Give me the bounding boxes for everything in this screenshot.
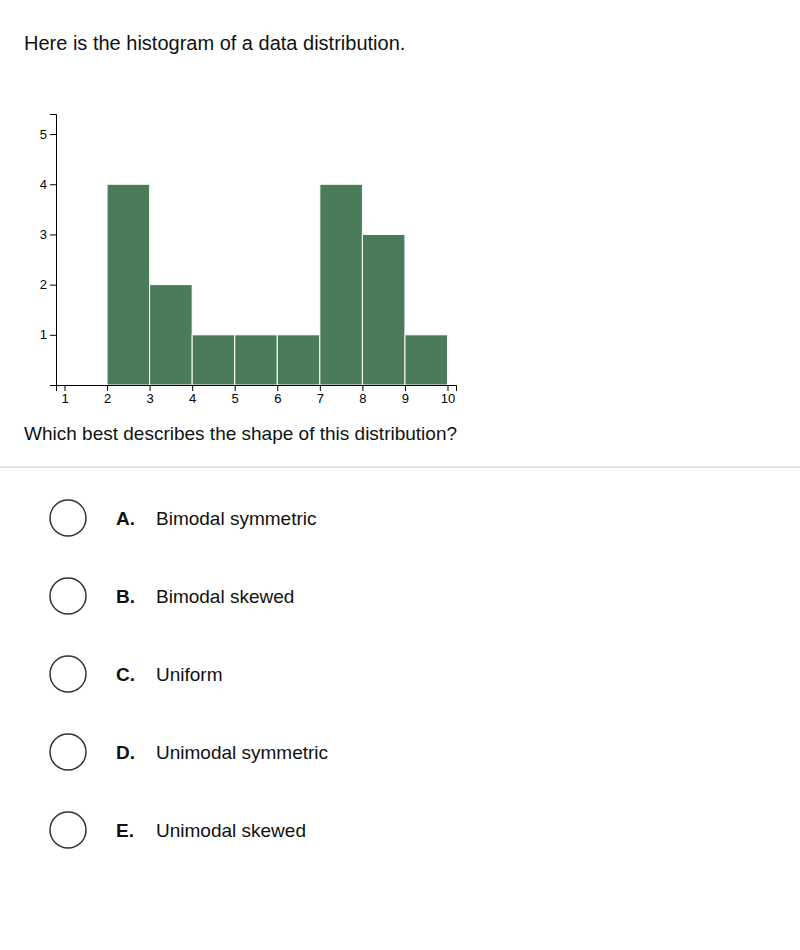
x-tick-label: 2 — [104, 391, 111, 406]
question: Which best describes the shape of this d… — [24, 423, 457, 444]
y-tick: 4 — [40, 177, 56, 192]
x-tick: 3 — [146, 385, 153, 406]
x-tick-mark — [320, 385, 321, 391]
y-tick-mark — [50, 134, 56, 135]
x-tick: 4 — [189, 385, 196, 406]
bars — [107, 184, 447, 385]
choice: D.Unimodal symmetric — [116, 742, 328, 763]
plot: 1 2 3 4 5 6 7 8 9 10 1 2 3 4 5 — [40, 115, 457, 407]
x-tick-mark — [192, 385, 193, 391]
y-tick-mark — [50, 184, 56, 185]
y-tick-mark — [50, 234, 56, 235]
x-tick: 6 — [274, 385, 281, 406]
x-tick-label: 6 — [274, 391, 281, 406]
bar — [150, 285, 193, 385]
x-tick-mark — [107, 385, 108, 391]
y-tick-label: 1 — [40, 327, 47, 342]
y-axis: 1 2 3 4 5 — [40, 115, 57, 386]
y-tick: 5 — [40, 127, 56, 142]
bar — [405, 335, 448, 385]
x-tick: 2 — [104, 385, 111, 406]
y-tick-label: 3 — [40, 227, 47, 242]
bar — [65, 385, 108, 386]
y-tick-label: 2 — [40, 277, 47, 292]
bar — [107, 184, 150, 385]
y-tick-label: 5 — [40, 127, 47, 142]
x-tick-mark — [277, 385, 278, 391]
x-tick: 7 — [317, 385, 324, 406]
choice: E.Unimodal skewed — [116, 820, 306, 841]
x-tick-mark — [235, 385, 236, 391]
x-axis-line — [57, 386, 457, 392]
x-tick-label: 5 — [232, 391, 239, 406]
choice-circle — [50, 812, 86, 848]
bar — [362, 234, 405, 385]
x-tick: 9 — [402, 385, 409, 406]
x-tick-mark — [405, 385, 406, 391]
y-tick: 2 — [40, 277, 56, 292]
y-tick-mark — [50, 335, 56, 336]
x-tick-label: 10 — [441, 391, 455, 406]
x-tick-mark — [447, 385, 448, 391]
y-axis-line — [50, 115, 57, 386]
x-tick-label: 1 — [61, 391, 68, 406]
y-tick: 3 — [40, 227, 56, 242]
bar — [235, 335, 278, 385]
choice: A.Bimodal symmetric — [116, 508, 316, 529]
x-tick: 5 — [232, 385, 239, 406]
choice-circle — [50, 656, 86, 692]
x-tick-label: 3 — [146, 391, 153, 406]
x-axis: 1 2 3 4 5 6 7 8 9 10 — [57, 385, 457, 406]
choice-circle — [50, 578, 86, 614]
choice: B.Bimodal skewed — [116, 586, 294, 607]
choice-circle — [50, 734, 86, 770]
x-tick-label: 9 — [402, 391, 409, 406]
x-tick: 10 — [441, 385, 455, 406]
x-tick-label: 7 — [317, 391, 324, 406]
x-tick-label: 8 — [359, 391, 366, 406]
y-tick-label: 4 — [40, 177, 47, 192]
title: Here is the histogram of a data distribu… — [24, 32, 405, 54]
x-tick-mark — [65, 385, 66, 391]
x-tick-label: 4 — [189, 391, 196, 406]
y-tick-mark — [50, 285, 56, 286]
choice: C.Uniform — [116, 664, 223, 685]
x-tick-mark — [362, 385, 363, 391]
bar — [320, 184, 363, 385]
x-tick: 1 — [61, 385, 68, 406]
x-tick: 8 — [359, 385, 366, 406]
divider — [0, 467, 800, 468]
x-tick-mark — [150, 385, 151, 391]
bar — [192, 335, 235, 385]
chart-svg: Here is the histogram of a data distribu… — [0, 0, 800, 950]
choice-circle — [50, 500, 86, 536]
bar — [277, 335, 320, 385]
y-tick: 1 — [40, 327, 56, 342]
